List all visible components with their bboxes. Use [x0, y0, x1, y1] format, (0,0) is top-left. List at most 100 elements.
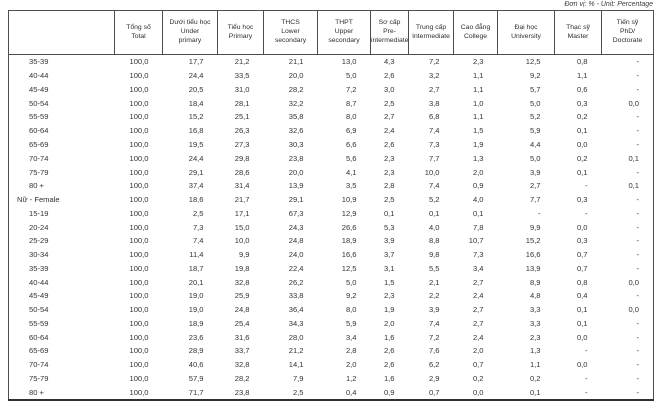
col-header-master-en: Master: [567, 32, 589, 40]
value-cell: 9,2: [345, 291, 357, 301]
col-header-intermediate: Trung cấp Intermediate: [408, 10, 454, 55]
value-cell: 40,6: [188, 360, 204, 370]
row-label-age-group: 35-39: [29, 263, 49, 273]
value-cell: 0,8: [576, 57, 588, 67]
value-cell: 100,0: [129, 346, 149, 356]
value-cell: 7,7: [428, 153, 440, 163]
value-cell: 2,1: [428, 277, 440, 287]
value-cell: 24,4: [188, 153, 204, 163]
value-cell: 1,6: [383, 332, 395, 342]
value-cell: 0,8: [576, 277, 588, 287]
value-cell: 4,1: [345, 167, 357, 177]
value-cell: 7,9: [292, 373, 304, 383]
value-cell: 34,3: [288, 318, 304, 328]
value-cell: 100,0: [129, 360, 149, 370]
value-cell: 15,0: [234, 222, 250, 232]
value-cell: 33,7: [234, 346, 250, 356]
col-header-master-vi: Thạc sỹ: [566, 23, 590, 31]
value-cell: 2,7: [472, 277, 484, 287]
value-cell: 24,0: [288, 250, 304, 260]
value-cell: 100,0: [129, 305, 149, 315]
value-cell: 6,8: [428, 112, 440, 122]
value-cell: 29,1: [288, 195, 304, 205]
value-cell: 100,0: [129, 181, 149, 191]
col-header-primary-vi: Tiểu học: [227, 23, 254, 31]
value-cell: 0,1: [576, 305, 588, 315]
value-cell: 16,8: [188, 126, 204, 136]
table-row: 55-59 100,0 18,9 25,4 34,3 5,9 2,0 7,4 2,7 3,3 0,1…: [9, 317, 654, 331]
value-cell: 19,0: [188, 305, 204, 315]
value-cell: 2,8: [383, 181, 395, 191]
value-cell: 9,2: [529, 71, 541, 81]
value-cell: 0,6: [576, 84, 588, 94]
value-cell: 25,4: [234, 318, 250, 328]
value-cell: 2,9: [428, 373, 440, 383]
value-cell: 6,9: [345, 126, 357, 136]
value-cell: 32,8: [234, 360, 250, 370]
value-cell: 4,0: [472, 195, 484, 205]
table-row: 60-64 100,0 23,6 31,6 28,0 3,4 1,6 7,2 2,4 2,3 0,0…: [9, 330, 654, 344]
table-row: 80 + 100,0 71,7 23,8 2,5 0,4 0,9 0,7 0,0 0,1 - -: [9, 385, 654, 400]
value-cell: 18,7: [188, 263, 204, 273]
row-label-age-group: 35-39: [29, 57, 49, 67]
value-cell: 4,0: [428, 222, 440, 232]
education-attainment-by-age-table: Tổng số Total Dưới tiểu học Under primar…: [8, 10, 654, 402]
value-cell: 10,9: [341, 195, 357, 205]
row-label-age-group: 40-44: [29, 277, 49, 287]
value-cell: 19,5: [188, 139, 204, 149]
value-cell: 1,3: [529, 346, 541, 356]
value-cell: 5,5: [428, 263, 440, 273]
col-header-upper-secondary-vi: THPT: [335, 19, 353, 27]
row-label-age-group: 75-79: [29, 167, 49, 177]
value-cell: 13,0: [341, 57, 357, 67]
value-cell: -: [636, 291, 639, 301]
table-row: 15-19 100,0 2,5 17,1 67,3 12,9 0,1 0,1 0,1 - - -: [9, 206, 654, 220]
value-cell: 0,0: [576, 139, 588, 149]
table-row: 35-39 100,0 18,7 19,8 22,4 12,5 3,1 5,5 3,4 13,9 0…: [9, 261, 654, 275]
value-cell: 26,6: [341, 222, 357, 232]
value-cell: 7,3: [472, 250, 484, 260]
value-cell: 0,2: [472, 373, 484, 383]
value-cell: 37,4: [188, 181, 204, 191]
table-row: 45-49 100,0 19,0 25,9 33,8 9,2 2,3 2,2 2,4 4,8 0,4…: [9, 289, 654, 303]
value-cell: 23,8: [234, 387, 250, 397]
value-cell: 28,6: [234, 167, 250, 177]
value-cell: 10,0: [424, 167, 440, 177]
value-cell: 16,6: [341, 250, 357, 260]
value-cell: 2,0: [472, 346, 484, 356]
table-body: 35-39 100,0 17,7 21,2 21,1 13,0 4,3 7,2 2,3 12,5 0…: [9, 55, 654, 401]
value-cell: 0,1: [529, 387, 541, 397]
row-label-age-group: 55-59: [29, 112, 49, 122]
value-cell: 0,0: [628, 277, 639, 287]
value-cell: 12,5: [525, 57, 541, 67]
value-cell: 3,8: [428, 98, 440, 108]
value-cell: 5,7: [529, 84, 541, 94]
value-cell: -: [636, 71, 639, 81]
value-cell: 14,1: [288, 360, 304, 370]
header-row: Tổng số Total Dưới tiểu học Under primar…: [8, 10, 654, 55]
col-header-doctorate-vi: Tiến sỹ: [616, 19, 639, 27]
table-row: 50-54 100,0 19,0 24,8 36,4 8,0 1,9 3,9 2,7 3,3 0,1…: [9, 303, 654, 317]
row-label-age-group: 50-54: [29, 98, 49, 108]
value-cell: 100,0: [129, 277, 149, 287]
value-cell: 1,2: [345, 373, 357, 383]
value-cell: 0,7: [472, 360, 484, 370]
value-cell: 2,7: [428, 84, 440, 94]
value-cell: 2,2: [428, 291, 440, 301]
value-cell: 9,8: [428, 250, 440, 260]
value-cell: 27,3: [234, 139, 250, 149]
value-cell: 6,2: [428, 360, 440, 370]
value-cell: 2,4: [472, 332, 484, 342]
value-cell: 24,8: [234, 305, 250, 315]
row-label-age-group: 60-64: [29, 126, 49, 136]
value-cell: 5,0: [529, 153, 541, 163]
value-cell: 28,0: [288, 332, 304, 342]
value-cell: 100,0: [129, 153, 149, 163]
value-cell: 33,5: [234, 71, 250, 81]
value-cell: 100,0: [129, 167, 149, 177]
row-label-age-group: 65-69: [29, 346, 49, 356]
value-cell: -: [584, 208, 588, 218]
value-cell: 100,0: [129, 57, 149, 67]
table-row: 50-54 100,0 18,4 28,1 32,2 8,7 2,5 3,8 1,0 5,0 0,3…: [9, 96, 654, 110]
value-cell: 0,7: [428, 387, 440, 397]
